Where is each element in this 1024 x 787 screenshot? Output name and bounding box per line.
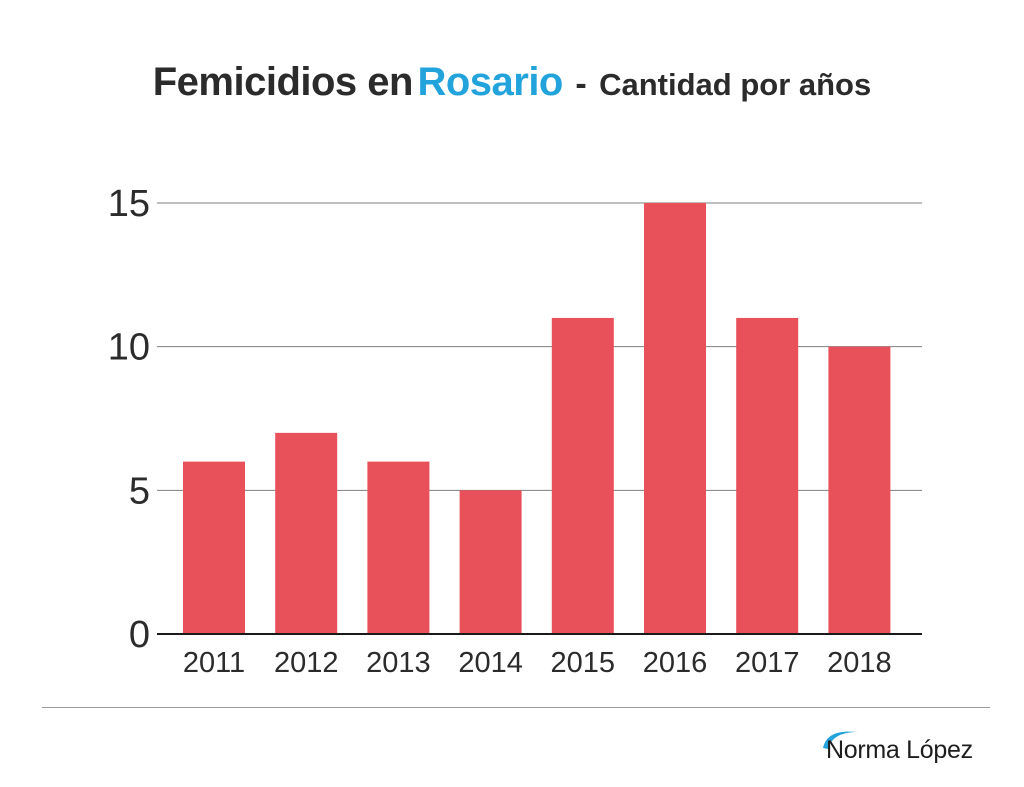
bar	[828, 346, 891, 634]
y-tick-label: 5	[129, 470, 150, 512]
chart-title: Femicidios en Rosario - Cantidad por año…	[0, 60, 1024, 105]
bar	[275, 432, 338, 634]
brand-logo: Norma López	[816, 726, 1006, 772]
y-tick-label: 15	[108, 183, 150, 225]
x-tick-label: 2014	[458, 647, 523, 679]
x-tick-label: 2015	[551, 647, 616, 679]
brand-name: Norma López	[826, 736, 973, 764]
x-tick-label: 2012	[274, 647, 339, 679]
bar	[736, 317, 799, 634]
x-tick-label: 2013	[366, 647, 431, 679]
chart-title-accent: Rosario	[417, 60, 563, 104]
bar	[551, 317, 614, 634]
bar	[459, 490, 522, 634]
x-tick-label: 2018	[827, 647, 892, 679]
bar	[644, 203, 706, 634]
bar	[183, 461, 245, 634]
y-tick-label: 10	[108, 327, 150, 369]
x-tick-label: 2016	[643, 647, 708, 679]
chart-title-main: Femicidios en	[152, 60, 414, 104]
chart-subtitle: Cantidad por años	[599, 67, 872, 102]
y-tick-label: 0	[129, 614, 150, 656]
swoosh-icon	[823, 731, 858, 749]
footer-divider	[42, 707, 990, 708]
x-tick-label: 2011	[183, 647, 245, 679]
x-tick-label: 2017	[735, 647, 800, 679]
bar	[367, 461, 430, 634]
chart-title-separator: -	[575, 65, 587, 103]
